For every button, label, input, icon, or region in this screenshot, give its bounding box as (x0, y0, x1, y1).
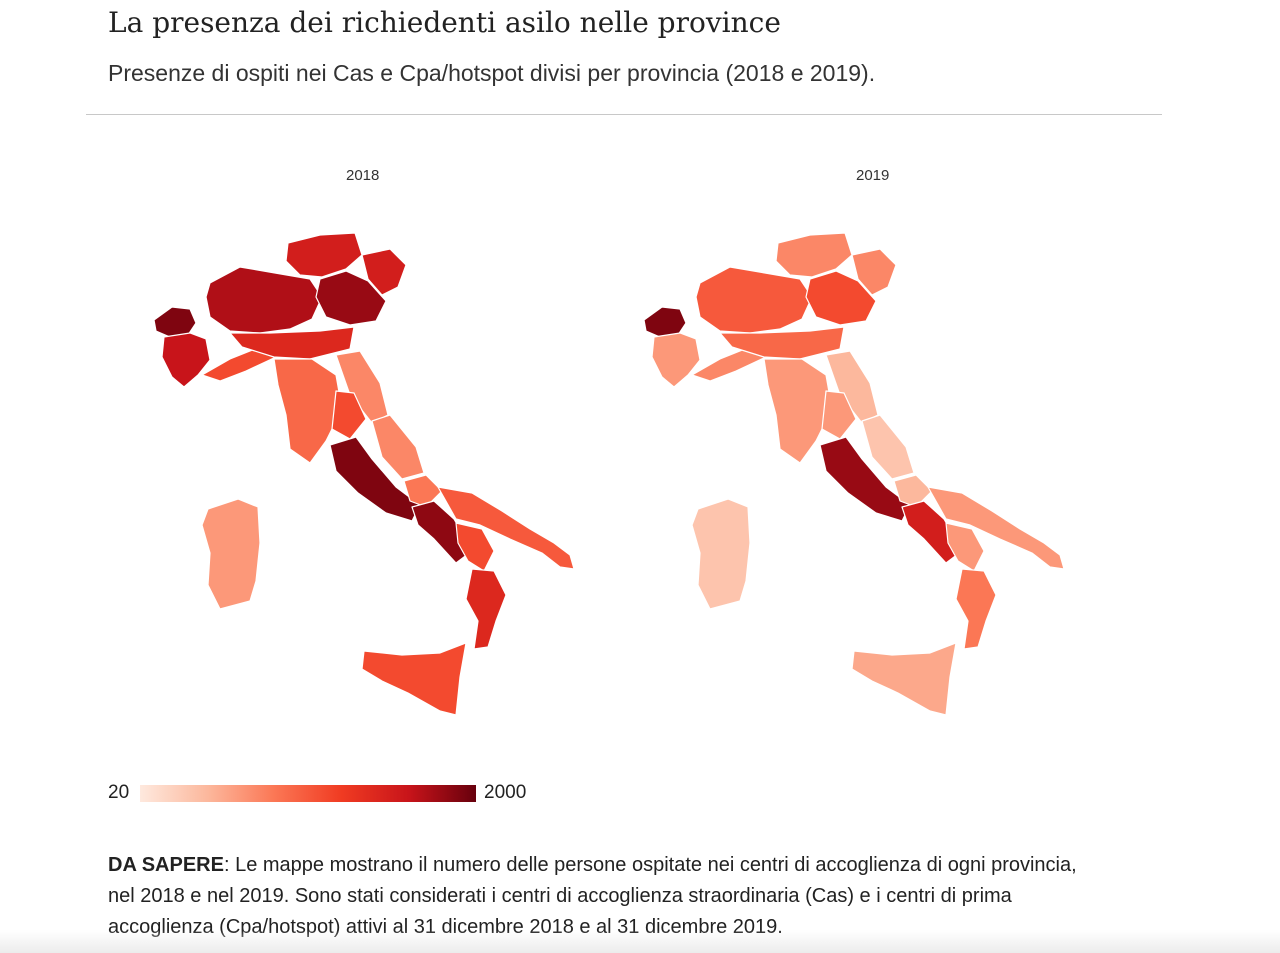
region-2018-sicilia (361, 642, 467, 716)
page-subtitle: Presenze di ospiti nei Cas e Cpa/hotspot… (108, 60, 876, 86)
region-2018-toscana (273, 358, 343, 464)
region-2019-abruzzo (861, 414, 915, 480)
region-2019-sardegna (691, 498, 751, 610)
map-2019 (643, 232, 1065, 716)
region-2018-friuli-venezia-giulia (361, 248, 407, 296)
page-bottom-fade (0, 930, 1280, 953)
map-2018-year-label: 2018 (346, 167, 380, 184)
region-2019-campania (901, 500, 963, 564)
map-2018 (153, 232, 575, 716)
region-2018-calabria (465, 568, 507, 650)
region-2018-emilia-romagna (229, 326, 355, 360)
header-divider (86, 114, 1162, 115)
explanatory-note: DA SAPERE: Le mappe mostrano il numero d… (108, 850, 1108, 943)
region-2019-trentino-alto-adige (775, 232, 853, 278)
region-2019-veneto (805, 270, 877, 326)
region-2018-sardegna (201, 498, 261, 610)
page-title: La presenza dei richiedenti asilo nelle … (108, 6, 781, 39)
region-2018-trentino-alto-adige (285, 232, 363, 278)
region-2019-puglia (927, 486, 1065, 570)
region-2019-toscana (763, 358, 833, 464)
region-2018-torino (161, 332, 211, 388)
region-2019-torino (651, 332, 701, 388)
region-2018-lombardia (205, 266, 323, 334)
region-2019-lombardia (695, 266, 813, 334)
region-2019-basilicata (945, 522, 985, 572)
note-text: : Le mappe mostrano il numero delle pers… (108, 854, 1077, 938)
region-2018-puglia (437, 486, 575, 570)
region-2019-umbria (821, 390, 857, 440)
region-2018-umbria (331, 390, 367, 440)
region-2018-abruzzo (371, 414, 425, 480)
region-2018-veneto (315, 270, 387, 326)
region-2018-campania (411, 500, 473, 564)
map-2019-year-label: 2019 (856, 167, 890, 184)
note-label: DA SAPERE (108, 854, 224, 876)
region-2018-basilicata (455, 522, 495, 572)
region-2019-valle-d-aosta (643, 306, 687, 338)
region-2019-friuli-venezia-giulia (851, 248, 897, 296)
legend-min-label: 20 (108, 782, 130, 803)
region-2018-molise (403, 474, 443, 508)
region-2019-calabria (955, 568, 997, 650)
legend-max-label: 2000 (484, 782, 527, 803)
region-2019-sicilia (851, 642, 957, 716)
region-2018-valle-d-aosta (153, 306, 197, 338)
color-scale-legend (140, 785, 476, 802)
region-2019-molise (893, 474, 933, 508)
region-2019-emilia-romagna (719, 326, 845, 360)
